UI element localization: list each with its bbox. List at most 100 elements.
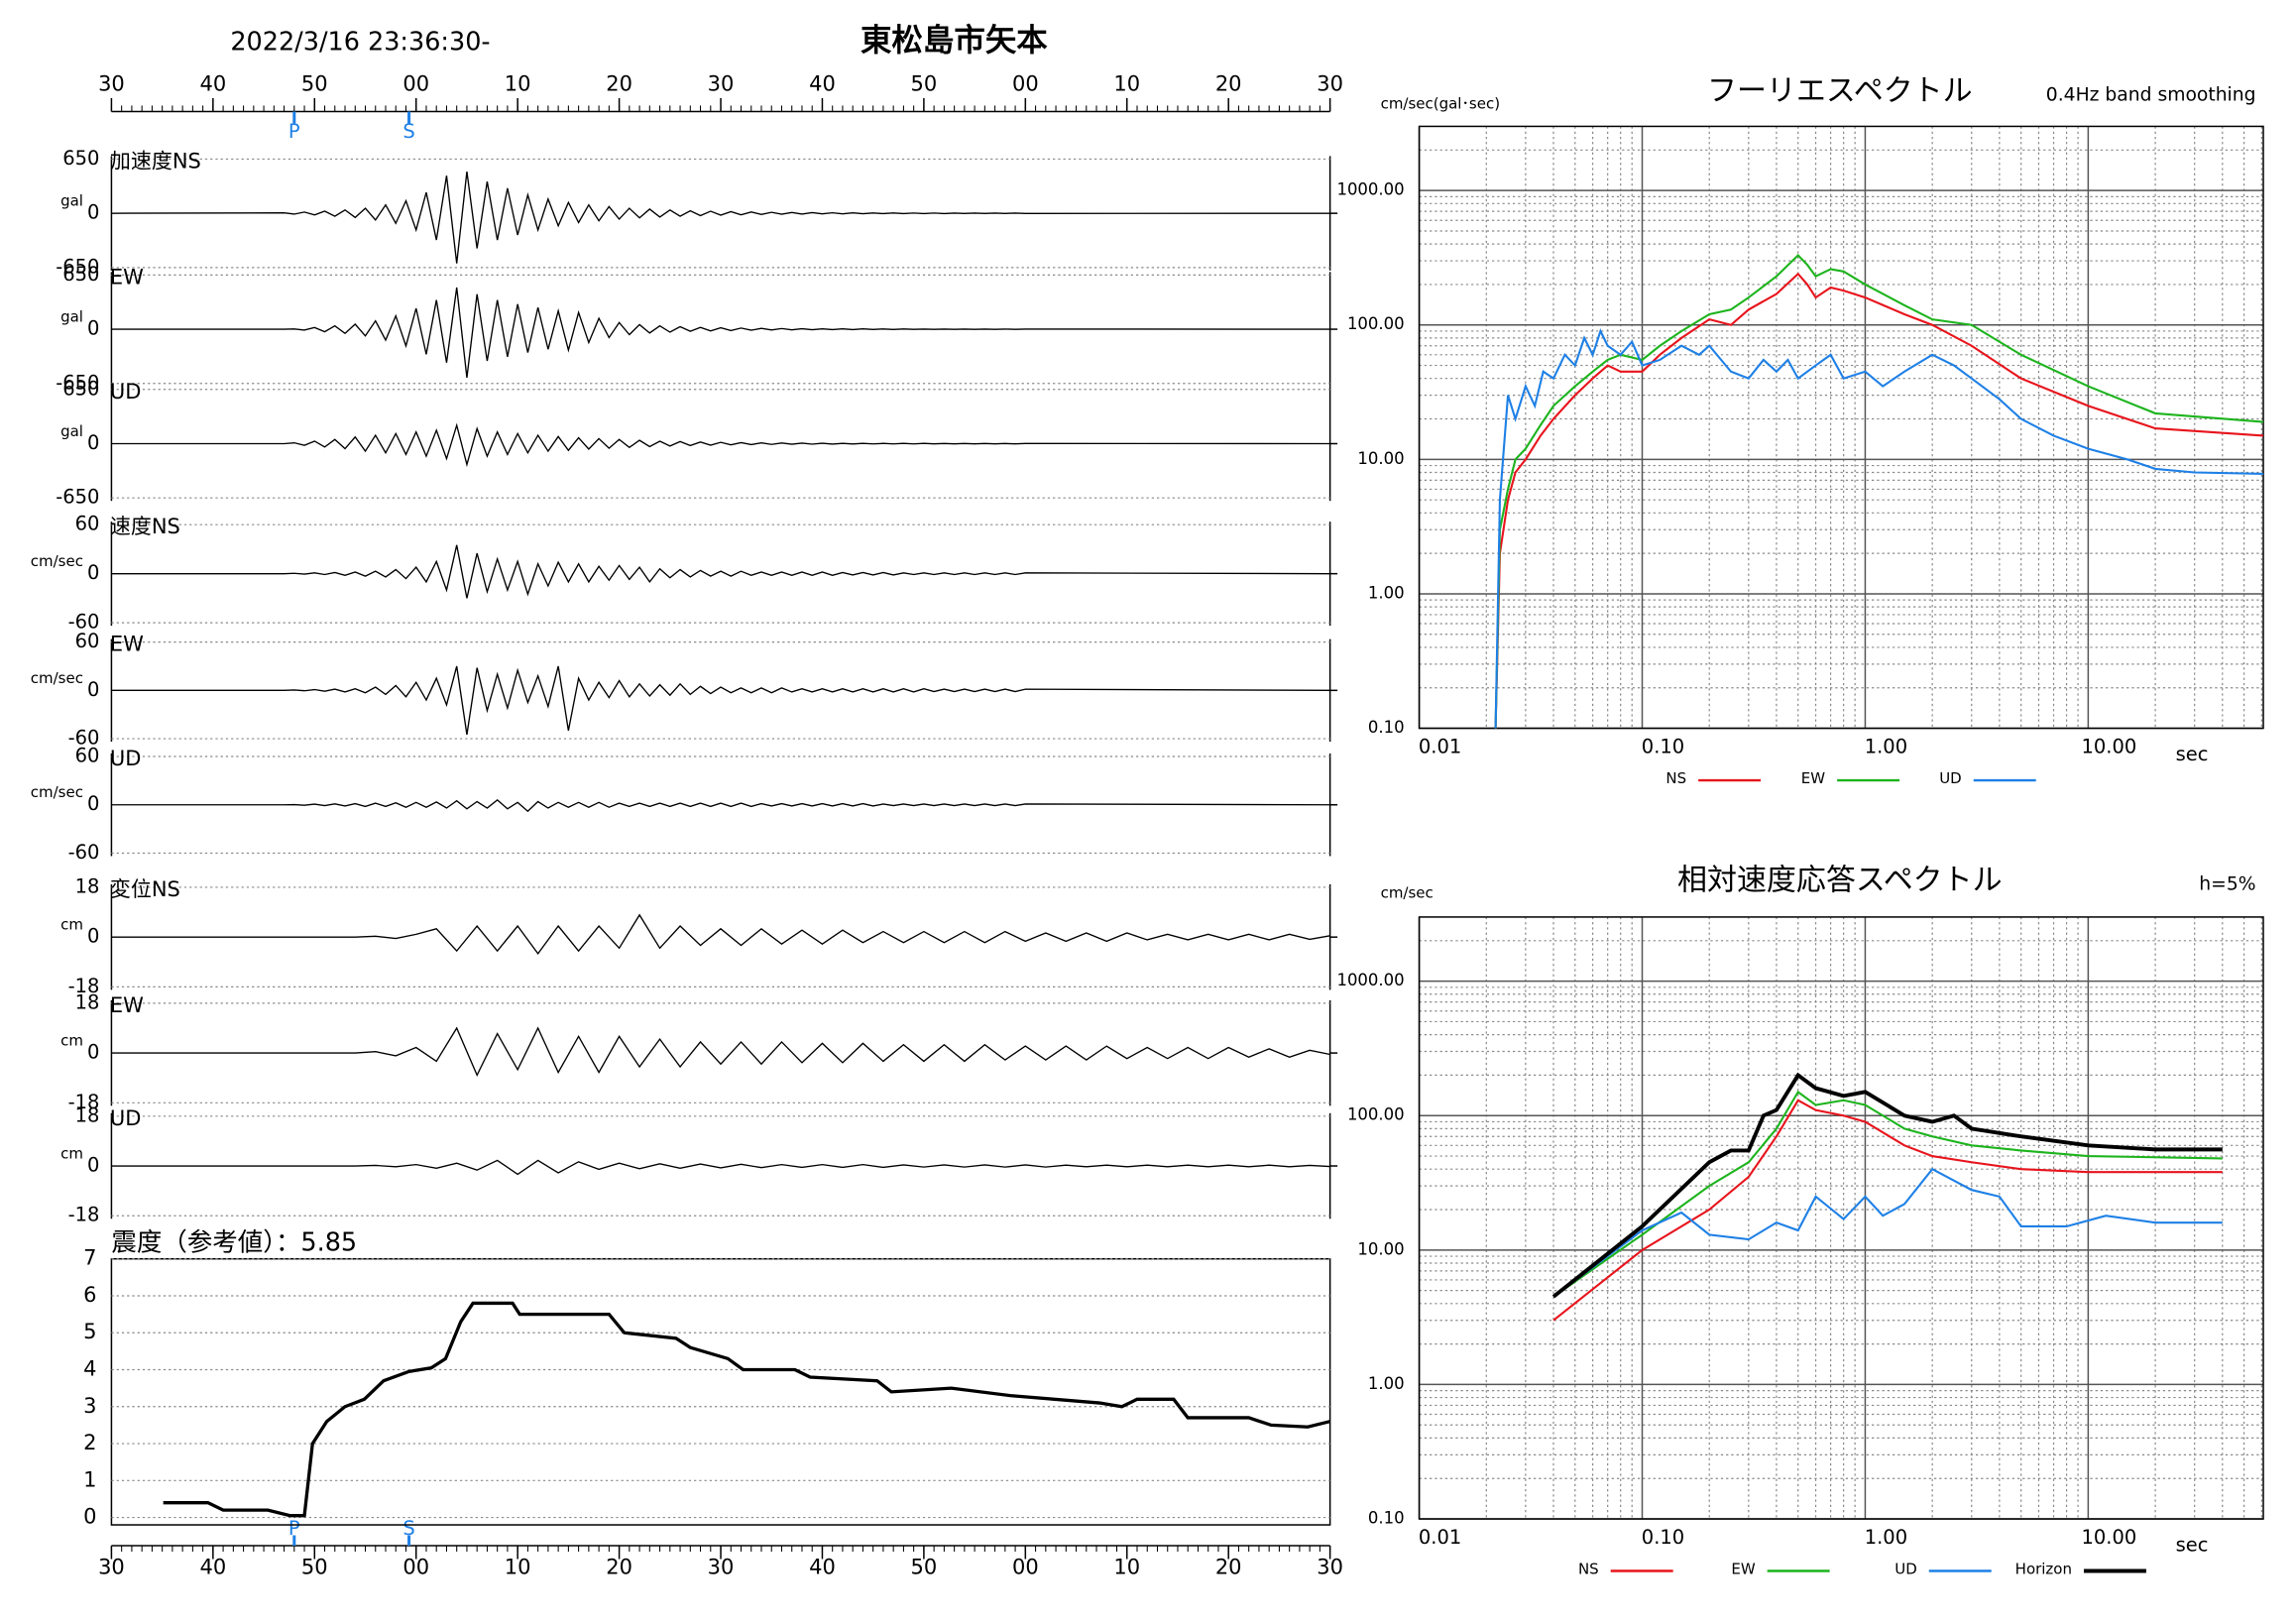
- x-tick-label: 00: [1012, 71, 1039, 95]
- y-tick-label: 0: [87, 1041, 99, 1064]
- x-tick-label: 50: [301, 1556, 328, 1579]
- y-tick-label: 0: [87, 1154, 99, 1177]
- x-axis-label: sec: [2176, 743, 2209, 765]
- y-tick-label: 0: [87, 925, 99, 948]
- waveform-trace: [111, 1159, 1330, 1176]
- y-tick-label: 7: [83, 1246, 96, 1270]
- unit-label: gal: [60, 422, 83, 440]
- plot-frame: [1418, 916, 2264, 1520]
- spectrum-line: [1552, 1167, 2223, 1298]
- chart-title: フーリエスペクトル: [1707, 73, 1973, 108]
- x-tick-label: 0.01: [1419, 1526, 1461, 1549]
- x-tick-label: 30: [1317, 71, 1343, 95]
- chart-title: 震度（参考値）：5.85: [111, 1228, 357, 1258]
- chart-title: 相対速度応答スペクトル: [1677, 863, 2003, 897]
- x-tick-label: 50: [301, 71, 328, 95]
- waveform-trace: [111, 799, 1330, 813]
- trace-label: UD: [110, 747, 141, 770]
- trace-label: EW: [110, 265, 144, 289]
- y-tick-label: 0: [87, 317, 99, 340]
- y-tick-label: 100.00: [1347, 1105, 1405, 1124]
- chart-subtitle: h=5%: [2199, 873, 2255, 894]
- y-tick-label: 10.00: [1357, 1239, 1404, 1258]
- y-tick-label: 60: [75, 630, 100, 652]
- x-tick-label: 30: [708, 71, 735, 95]
- y-tick-label: -650: [56, 371, 99, 394]
- x-tick-label: 40: [200, 71, 227, 95]
- y-tick-label: 650: [62, 377, 99, 400]
- x-tick-label: 20: [606, 1556, 632, 1579]
- unit-label: gal: [60, 192, 83, 210]
- y-tick-label: 2: [83, 1431, 96, 1454]
- y-tick-label: -60: [68, 727, 100, 750]
- y-tick-label: -60: [68, 841, 100, 864]
- unit-label: cm/sec: [31, 783, 83, 801]
- trace-group: 速度: [110, 515, 152, 538]
- y-tick-label: 5: [83, 1320, 96, 1343]
- trace-label: 加速度NS: [110, 149, 201, 173]
- legend-label: EW: [1731, 1561, 1755, 1578]
- intensity-line: [163, 1301, 1331, 1518]
- trace-label: UD: [110, 380, 141, 404]
- y-tick-label: -18: [68, 1091, 100, 1113]
- waveform-trace: [111, 913, 1330, 956]
- y-tick-label: 650: [62, 263, 99, 286]
- y-tick-label: -18: [68, 975, 100, 997]
- legend-label: UD: [1894, 1561, 1917, 1578]
- chart-subtitle: 0.4Hz band smoothing: [2046, 84, 2256, 105]
- y-tick-label: 60: [75, 745, 100, 767]
- x-tick-label: 0.01: [1419, 736, 1461, 758]
- y-tick-label: 18: [75, 874, 100, 897]
- trace-label: EW: [110, 993, 144, 1017]
- trace-label: EW: [110, 633, 144, 656]
- y-tick-label: 0: [87, 431, 99, 454]
- x-tick-label: 1.00: [1865, 736, 1907, 758]
- waveform-trace: [111, 171, 1330, 264]
- x-tick-label: 00: [1012, 1556, 1039, 1579]
- x-tick-label: 30: [708, 1556, 735, 1579]
- spectrum-line: [1551, 1072, 2223, 1299]
- y-tick-label: 0.10: [1368, 718, 1405, 737]
- x-tick-label: 20: [606, 71, 632, 95]
- legend-label: EW: [1801, 769, 1825, 787]
- x-tick-label: 20: [1215, 1556, 1242, 1579]
- record-datetime: 2022/3/16 23:36:30-: [230, 28, 490, 58]
- unit-label: cm: [60, 1032, 83, 1050]
- legend-label: Horizon: [2015, 1561, 2072, 1578]
- x-tick-label: 40: [809, 1556, 836, 1579]
- legend-label: NS: [1578, 1561, 1599, 1578]
- y-tick-label: -18: [68, 1204, 100, 1226]
- trace-name: UD: [110, 1106, 141, 1130]
- x-tick-label: 50: [911, 1556, 938, 1579]
- trace-name: EW: [110, 265, 144, 289]
- y-tick-label: -650: [56, 486, 99, 509]
- y-tick-label: 60: [75, 513, 100, 535]
- y-tick-label: -650: [56, 255, 99, 278]
- y-tick-label: 0: [83, 1505, 96, 1529]
- trace-name: EW: [110, 633, 144, 656]
- x-tick-label: 10: [505, 71, 531, 95]
- trace-label: 変位NS: [110, 877, 180, 901]
- trace-name: EW: [110, 993, 144, 1017]
- spectrum-line: [1494, 328, 2264, 729]
- unit-label: cm/sec: [31, 669, 83, 687]
- x-tick-label: 10.00: [2081, 1526, 2136, 1549]
- trace-label: UD: [110, 1106, 141, 1130]
- x-tick-label: 10: [1113, 1556, 1140, 1579]
- x-tick-label: 30: [1317, 1556, 1343, 1579]
- y-tick-label: 0: [87, 792, 99, 815]
- y-tick-label: 18: [75, 990, 100, 1013]
- spectrum-line: [1494, 253, 2264, 729]
- phase-label: S: [402, 120, 414, 143]
- spectrum-line: [1494, 272, 2264, 729]
- y-tick-label: 1000.00: [1336, 971, 1404, 989]
- x-tick-label: 0.10: [1642, 736, 1684, 758]
- waveform-trace: [111, 287, 1330, 378]
- unit-label: cm: [60, 916, 83, 934]
- y-tick-label: 1.00: [1368, 583, 1405, 602]
- y-tick-label: 1.00: [1368, 1374, 1405, 1393]
- waveform-trace: [111, 1026, 1330, 1078]
- y-tick-label: -60: [68, 611, 100, 634]
- x-tick-label: 20: [1215, 71, 1242, 95]
